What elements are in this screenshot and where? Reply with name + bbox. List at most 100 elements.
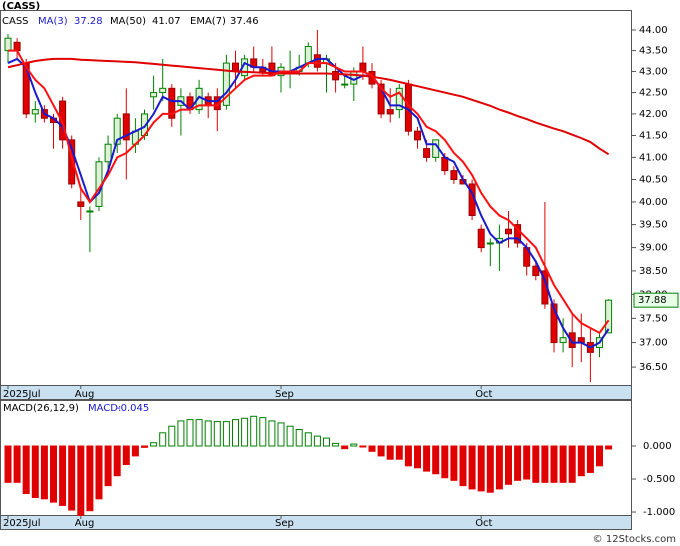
candle-body: [505, 228, 512, 235]
macd-bar: [131, 445, 139, 457]
candle-body: [86, 210, 94, 213]
macd-bar: [386, 445, 394, 460]
macd-bar: [341, 445, 349, 450]
macd-bar: [13, 445, 21, 483]
macd-bar: [168, 425, 176, 447]
candle-body: [559, 337, 567, 344]
macd-bar: [277, 422, 285, 447]
macd-bar: [313, 435, 321, 447]
macd-bar: [95, 445, 103, 500]
y-tick-label: 42.50: [639, 88, 668, 99]
candle-body: [122, 113, 130, 141]
y-tick-label: 42.00: [639, 109, 668, 120]
macd-bar: [532, 445, 540, 483]
y-tick-label: 41.50: [639, 131, 668, 142]
candle-body: [532, 265, 540, 277]
macd-title: MACD(26,12,9): [3, 403, 79, 414]
macd-bar: [177, 420, 185, 447]
macd-bar: [186, 419, 194, 447]
x-tick-label: Sep: [275, 389, 294, 400]
macd-bar: [104, 445, 112, 487]
candle-body: [13, 41, 21, 52]
y-tick-label: 41.00: [639, 152, 668, 163]
macd-bar: [268, 420, 276, 447]
macd-bar: [605, 445, 613, 450]
macd-bar: [550, 445, 558, 483]
candle-body: [232, 62, 239, 72]
y-tick-label: 38.50: [639, 266, 668, 277]
macd-bar: [332, 442, 340, 447]
candle-body: [514, 224, 522, 244]
candle-body: [377, 83, 385, 115]
candle-body: [359, 62, 367, 72]
x-tick-label: 2025Jul: [3, 389, 41, 400]
macd-bar: [59, 445, 67, 506]
legend-label: EMA(7): [190, 16, 226, 27]
macd-bar: [204, 420, 212, 447]
macd-bar: [222, 421, 230, 447]
macd-bar: [141, 445, 148, 448]
line-series: [8, 49, 610, 335]
macd-bar: [50, 445, 57, 503]
macd-bar: [304, 432, 312, 447]
y-tick-label: 40.00: [639, 197, 668, 208]
macd-value: -0.045: [117, 403, 149, 414]
macd-bar: [323, 437, 330, 447]
candle-body: [104, 143, 112, 163]
x-tick-label: Aug: [75, 389, 95, 400]
macd-bar: [559, 445, 567, 483]
legend-label: MA(50): [110, 16, 146, 27]
x-tick-label: 2025Jul: [3, 518, 41, 529]
macd-bar: [31, 445, 39, 499]
macd-bar: [286, 425, 294, 447]
macd-bar: [368, 445, 376, 452]
y-tick-label: 36.50: [639, 362, 668, 373]
y-tick-label: 0.000: [643, 441, 672, 452]
macd-bar: [22, 445, 30, 495]
macd-bar: [150, 442, 158, 447]
macd-bar: [359, 445, 367, 448]
x-axis-band: [0, 385, 632, 400]
macd-bar: [495, 445, 503, 490]
macd-bar: [477, 445, 485, 492]
macd-bar: [40, 445, 48, 500]
macd-bar: [86, 445, 94, 512]
candle-body: [332, 70, 340, 81]
candle-body: [395, 87, 403, 111]
candle-body: [304, 45, 312, 64]
legend-value: 37.46: [230, 16, 259, 27]
x-tick-label: Sep: [275, 518, 294, 529]
macd-bar: [122, 445, 130, 465]
macd-bar: [541, 445, 549, 483]
last-price-box: [633, 292, 679, 308]
y-tick-label: 43.50: [639, 46, 668, 57]
candle-body: [31, 109, 39, 115]
y-tick-label: 37.00: [639, 338, 668, 349]
plot: 44.00 43.50 43.00 42.50 42.00 41.50 41.00 40.50…: [3, 25, 679, 529]
candle-body: [350, 70, 358, 85]
candle-body: [423, 148, 431, 158]
candle-body: [222, 62, 230, 106]
macd-bar: [459, 445, 467, 487]
macd-bar: [568, 445, 576, 483]
watermark: © 12Stocks.com: [593, 534, 676, 545]
chart-title: (CASS): [2, 1, 40, 12]
y-tick-label: 43.00: [639, 66, 668, 77]
legend-ticker: CASS: [2, 16, 29, 27]
candle-body: [450, 170, 458, 181]
last-price: 37.88: [638, 295, 667, 306]
macd-bar: [195, 419, 203, 447]
y-tick-label: -1.000: [643, 507, 675, 518]
macd-bar: [596, 445, 603, 467]
macd-bar: [395, 445, 403, 460]
macd-bar: [232, 419, 239, 447]
candle-body: [477, 228, 485, 249]
macd-bar: [432, 445, 440, 475]
x-tick-label: Oct: [475, 389, 492, 400]
macd-bar: [250, 415, 258, 447]
macd-bar: [159, 432, 167, 447]
legend-value: 37.28: [74, 16, 103, 27]
macd-bar: [377, 445, 385, 457]
candle-body: [605, 299, 613, 334]
